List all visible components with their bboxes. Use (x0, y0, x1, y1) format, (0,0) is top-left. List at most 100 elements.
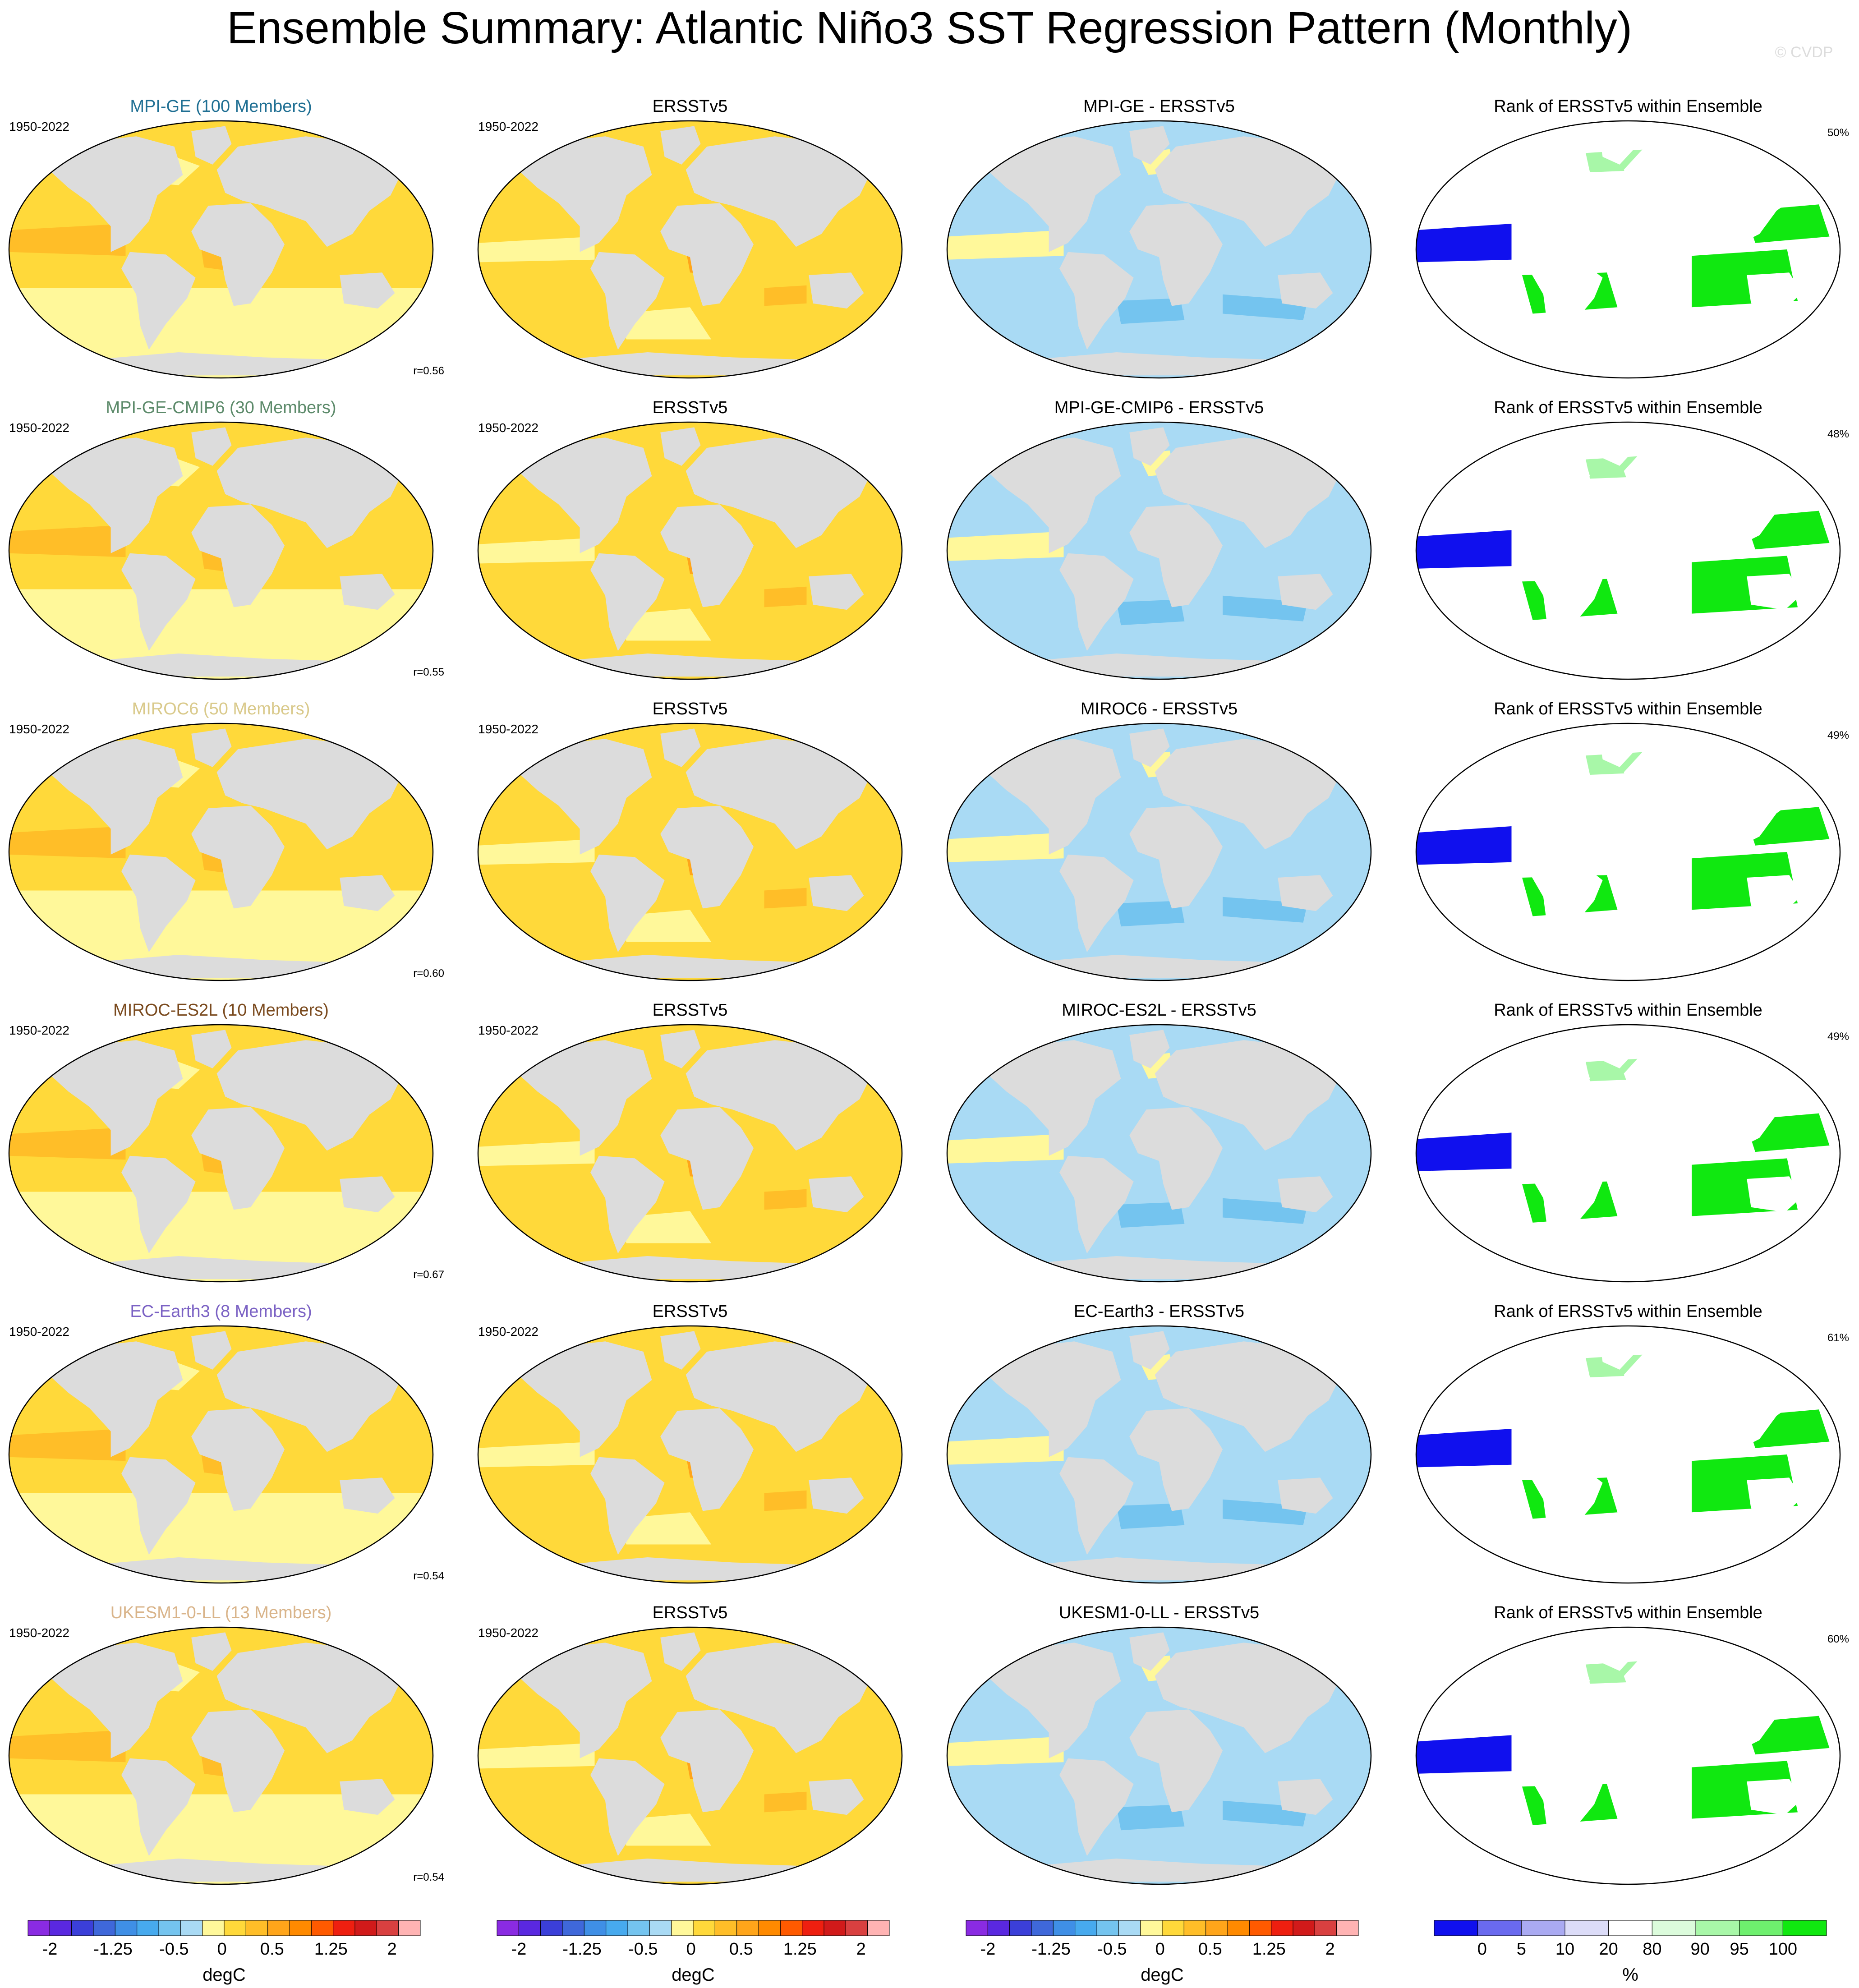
land-mask (520, 739, 652, 855)
land-mask (660, 427, 700, 466)
panel-title: ERSSTv5 (653, 1302, 728, 1321)
colorbar-swatch (584, 1920, 607, 1936)
colorbar-swatch (824, 1920, 846, 1936)
land-mask (809, 875, 864, 911)
land-mask (1598, 1030, 1638, 1068)
map-field-patch (764, 1490, 807, 1511)
land-mask (1598, 126, 1638, 165)
land-mask (1129, 1030, 1169, 1068)
land-mask (1528, 1758, 1603, 1856)
land-mask (1598, 805, 1692, 908)
colorbar-degc-3: -2 -1.25 -0.5 0 0.5 1.25 2 degC (966, 1920, 1359, 1985)
period-label: 1950-2022 (9, 1023, 69, 1037)
land-mask (989, 1040, 1121, 1156)
land-mask (1129, 1709, 1223, 1812)
land-mask (1598, 1709, 1692, 1812)
colorbar-swatch (736, 1920, 759, 1936)
panel-title: UKESM1-0-LL (13 Members) (110, 1603, 332, 1622)
colorbar-swatch (1271, 1920, 1293, 1936)
land-mask (51, 739, 183, 855)
colorbar-swatch (1075, 1920, 1097, 1936)
pattern-correlation-label: r=0.60 (413, 967, 444, 980)
land-mask (1129, 504, 1223, 607)
panel-grid: MPI-GE (100 Members) 1950-2022 r=0.56 ERSST… (8, 97, 1849, 1885)
period-label: 1950-2022 (9, 1626, 69, 1640)
land-mask (520, 1643, 652, 1758)
map-border (1415, 1325, 1841, 1584)
map-panel-obs: ERSSTv5 1950-2022 (477, 699, 903, 981)
land-mask (590, 252, 665, 350)
map-field-patch (9, 525, 126, 557)
map-panel-rank: Rank of ERSSTv5 within Ensemble 49% (1415, 1001, 1849, 1283)
land-mask (809, 574, 864, 610)
land-mask (1598, 504, 1692, 607)
colorbar-swatch (376, 1920, 399, 1936)
land-mask (340, 875, 395, 911)
map-panel-obs: ERSSTv5 1950-2022 (477, 398, 903, 680)
period-label: 1950-2022 (478, 722, 538, 736)
map-field-patch (1117, 1503, 1185, 1529)
map-field-patch (1416, 826, 1512, 865)
map-panel-model: EC-Earth3 (8 Members) 1950-2022 r=0.54 (8, 1302, 444, 1584)
map-panel-rank: Rank of ERSSTv5 within Ensemble 49% (1415, 699, 1849, 981)
map-border (946, 1325, 1372, 1584)
colorbar-swatch (714, 1920, 737, 1936)
map-field-patch (764, 1189, 807, 1210)
colorbar-swatch (518, 1920, 541, 1936)
colorbar-swatch (311, 1920, 334, 1936)
land-mask (1278, 1176, 1333, 1212)
land-mask (1459, 437, 1590, 553)
land-mask (660, 126, 700, 165)
colorbar-swatch (202, 1920, 225, 1936)
colorbar-swatch (1521, 1920, 1565, 1936)
colorbar-swatch (497, 1920, 519, 1936)
map-panel-diff: EC-Earth3 - ERSSTv5 (946, 1302, 1372, 1584)
pattern-correlation-label: r=0.56 (413, 365, 444, 377)
land-mask (590, 855, 665, 953)
map-field-patch (478, 839, 595, 865)
land-mask (51, 1643, 183, 1758)
colorbar-swatch (1336, 1920, 1359, 1936)
colorbar-swatch (693, 1920, 715, 1936)
land-mask (1059, 1457, 1134, 1555)
land-mask (809, 1477, 864, 1514)
land-mask (590, 1457, 665, 1555)
colorbar-tick-label: 100 (1769, 1940, 1797, 1959)
map-border (1415, 120, 1841, 379)
map-field-patch (478, 1140, 595, 1166)
panel-title: MIROC-ES2L - ERSSTv5 (1062, 1001, 1256, 1020)
colorbar-swatch (1293, 1920, 1315, 1936)
land-mask (1129, 427, 1169, 466)
rank-percent-label: 48% (1827, 428, 1849, 440)
map-field-patch (9, 1429, 126, 1461)
map-field-patch (9, 1127, 126, 1160)
map-field-patch (1416, 1735, 1512, 1774)
colorbar-tick-label: -2 (980, 1940, 995, 1959)
land-mask (121, 553, 196, 651)
colorbar-tick-label: 0.5 (1198, 1940, 1222, 1959)
land-mask (590, 553, 665, 651)
map-panel-rank: Rank of ERSSTv5 within Ensemble 50% (1415, 97, 1849, 379)
map-border (1415, 1626, 1841, 1885)
colorbar-tick-label: 90 (1691, 1940, 1710, 1959)
land-mask (660, 1107, 754, 1210)
rank-percent-label: 61% (1827, 1332, 1849, 1344)
land-mask (1747, 875, 1802, 911)
land-mask (989, 437, 1121, 553)
colorbar-swatch (1118, 1920, 1141, 1936)
colorbar-tick-label: 1.25 (783, 1940, 817, 1959)
map-panel-rank: Rank of ERSSTv5 within Ensemble 60% (1415, 1603, 1849, 1885)
map-field-patch (478, 236, 595, 262)
colorbar-swatch (93, 1920, 115, 1936)
map-panel-rank: Rank of ERSSTv5 within Ensemble 61% (1415, 1302, 1849, 1584)
map-field-patch (947, 531, 1064, 561)
land-mask (1598, 1331, 1638, 1370)
colorbar-tick-label: -1.25 (93, 1940, 133, 1959)
colorbar-swatch (1739, 1920, 1783, 1936)
map-field-patch (9, 826, 126, 859)
colorbar-unit-label: degC (1141, 1965, 1184, 1985)
land-mask (809, 272, 864, 308)
land-mask (520, 437, 652, 553)
colorbar-swatch (28, 1920, 50, 1936)
